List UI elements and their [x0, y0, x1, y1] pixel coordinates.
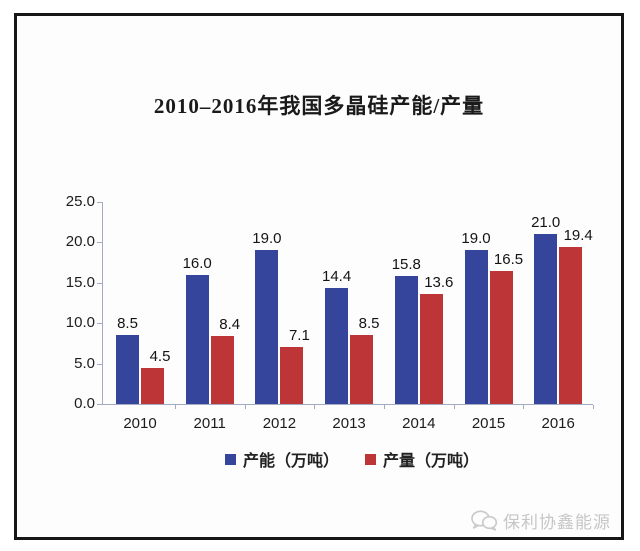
y-tick-mark — [97, 282, 102, 284]
legend-swatch-production-icon — [365, 453, 377, 465]
x-axis-tick-label: 2016 — [541, 415, 575, 432]
y-tick-mark — [97, 242, 102, 244]
value-label-production-2016: 19.4 — [563, 227, 593, 245]
value-label-production-2015: 16.5 — [493, 250, 524, 268]
bar-capacity-2011 — [185, 274, 209, 404]
value-label-production-2011: 8.4 — [219, 316, 241, 334]
value-label-capacity-2012: 19.0 — [252, 230, 282, 248]
bar-capacity-2016 — [534, 234, 558, 404]
value-label-production-2012: 7.1 — [288, 326, 310, 344]
y-tick-mark — [97, 202, 102, 203]
chart-card: 2010–2016年我国多晶硅产能/产量 0.0 5.0 10.0 15.0 20.0 2… — [14, 13, 624, 540]
x-axis-line — [102, 404, 593, 405]
y-axis-tick-label: 10.0 — [65, 314, 95, 332]
value-label-capacity-2010: 8.5 — [117, 315, 138, 333]
x-tick-mark — [523, 405, 525, 409]
legend-label-production: 产量（万吨） — [383, 453, 480, 470]
x-axis-tick-label: 2013 — [332, 415, 366, 432]
value-label-capacity-2013: 14.4 — [321, 267, 352, 285]
bar-capacity-2010 — [116, 335, 139, 404]
x-tick-mark — [244, 405, 246, 409]
x-tick-mark — [453, 405, 455, 409]
legend: 产能（万吨） 产量（万吨） — [225, 447, 479, 471]
bar-capacity-2013 — [325, 287, 349, 404]
bar-production-2016 — [559, 247, 583, 404]
bar-production-2012 — [280, 346, 304, 404]
bar-capacity-2014 — [394, 276, 418, 404]
watermark-text: 保利协鑫能源 — [503, 513, 611, 532]
x-tick-mark — [383, 405, 385, 409]
legend-item-production: 产量（万吨） — [365, 447, 479, 471]
y-axis-line — [102, 202, 103, 404]
y-axis-tick-label: 5.0 — [74, 354, 95, 372]
x-axis-tick-label: 2014 — [402, 415, 436, 432]
bar-production-2010 — [141, 367, 164, 404]
y-tick-mark — [97, 323, 102, 325]
value-label-capacity-2011: 16.0 — [182, 254, 212, 272]
value-label-capacity-2016: 21.0 — [531, 214, 561, 232]
value-label-capacity-2014: 15.8 — [391, 256, 421, 274]
value-label-production-2013: 8.5 — [358, 315, 380, 333]
x-axis-tick-label: 2015 — [471, 415, 506, 432]
bar-capacity-2015 — [464, 250, 488, 404]
value-label-production-2010: 4.5 — [149, 347, 171, 365]
y-tick-mark — [97, 363, 102, 365]
x-tick-mark — [174, 405, 176, 409]
chart-title: 2010–2016年我国多晶硅产能/产量 — [153, 94, 485, 118]
x-axis-tick-label: 2010 — [123, 415, 157, 432]
x-axis-tick-label: 2011 — [193, 415, 226, 432]
bar-capacity-2012 — [255, 250, 279, 404]
bar-production-2015 — [489, 270, 513, 404]
x-axis-tick-label: 2012 — [262, 415, 297, 432]
bar-production-2011 — [210, 336, 234, 404]
bar-chart: 0.0 5.0 10.0 15.0 20.0 25.0 8.5 4.5 2010 16.0 8.4 2… — [17, 16, 621, 537]
x-tick-mark — [314, 405, 316, 409]
legend-swatch-capacity-icon — [225, 453, 236, 465]
value-label-production-2014: 13.6 — [424, 274, 454, 292]
legend-label-capacity: 产能（万吨） — [243, 453, 340, 470]
y-axis-tick-label: 25.0 — [65, 193, 95, 210]
legend-item-capacity: 产能（万吨） — [225, 447, 339, 471]
x-tick-mark — [593, 405, 595, 409]
watermark: 保利协鑫能源 — [470, 508, 611, 533]
y-axis-tick-label: 15.0 — [65, 273, 95, 291]
y-axis-tick-label: 20.0 — [65, 233, 95, 251]
y-tick-mark — [97, 404, 102, 405]
y-axis-tick-label: 0.0 — [74, 395, 95, 412]
chat-bubbles-icon — [471, 510, 498, 531]
bar-production-2013 — [350, 335, 374, 404]
value-label-capacity-2015: 19.0 — [461, 230, 491, 248]
bar-production-2014 — [419, 294, 443, 404]
